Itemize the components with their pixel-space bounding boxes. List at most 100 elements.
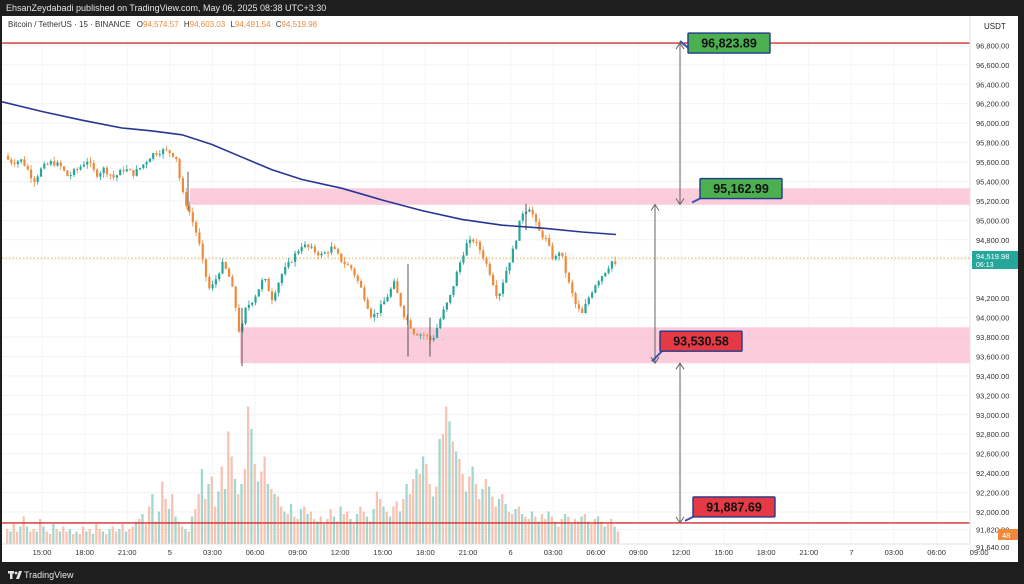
volume-bar xyxy=(124,531,128,544)
candle-body xyxy=(574,293,577,305)
time-axis[interactable] xyxy=(2,544,970,562)
volume-bar xyxy=(111,526,114,544)
candle-body xyxy=(132,169,135,176)
candle-body xyxy=(360,280,363,288)
grid xyxy=(2,42,980,548)
candle-body xyxy=(567,272,571,283)
candle-body xyxy=(402,305,406,318)
high-value: 94,603.03 xyxy=(190,20,226,29)
volume-bar xyxy=(553,521,557,544)
volume-bar xyxy=(227,431,230,544)
volume-bar xyxy=(39,519,42,544)
candle-body xyxy=(310,246,313,248)
candle-body xyxy=(393,281,396,289)
chart-panel[interactable]: 96,823.89 95,162.99 93,530.58 91,887.69 USD… xyxy=(1,16,1018,562)
publisher-text: EhsanZeydabadi published on TradingView.… xyxy=(6,3,327,13)
volume-bar xyxy=(210,476,213,544)
volume-bar xyxy=(128,529,131,544)
volume-bar xyxy=(567,516,570,544)
price-tick: 92,200.00 xyxy=(976,489,1009,498)
volume-bar xyxy=(603,526,606,544)
candle-body xyxy=(36,176,39,183)
candle-body xyxy=(270,291,274,301)
close-value: 94,519.98 xyxy=(282,20,318,29)
volume-bar xyxy=(161,481,164,544)
volume-bar xyxy=(187,531,190,544)
volume-bar xyxy=(445,406,448,544)
time-tick: 7 xyxy=(849,548,853,557)
volume-bar xyxy=(263,456,266,544)
price-tick: 94,200.00 xyxy=(976,294,1009,303)
candle-body xyxy=(155,153,158,155)
volume-bar xyxy=(164,499,167,544)
volume-bar xyxy=(313,519,316,544)
candle-body xyxy=(439,319,442,329)
volume-bar xyxy=(121,524,124,544)
upper-measure-arrow-head xyxy=(675,42,685,50)
candle-body xyxy=(284,266,287,275)
candle-body xyxy=(366,299,369,309)
volume-bar xyxy=(593,519,596,544)
price-chart[interactable]: 96,823.89 95,162.99 93,530.58 91,887.69 USD… xyxy=(1,16,1018,562)
candle-body xyxy=(313,246,316,253)
volume-bar xyxy=(596,516,600,544)
volume-bar xyxy=(398,511,402,544)
price-label-text: 91,887.69 xyxy=(706,500,762,514)
candle-body xyxy=(327,252,330,254)
candle-body xyxy=(432,337,435,340)
volume-bar xyxy=(610,519,613,544)
volume-bar xyxy=(200,469,204,544)
volume-bar xyxy=(438,439,441,544)
volume-bar xyxy=(306,514,309,544)
volume-bar xyxy=(540,514,544,544)
candle-body xyxy=(452,286,455,295)
candle-body xyxy=(33,178,36,183)
candle-body xyxy=(251,302,254,305)
candle-body xyxy=(495,285,498,296)
candle-body xyxy=(208,276,211,289)
volume-bar xyxy=(514,509,517,544)
candle-body xyxy=(158,154,161,156)
candle-body xyxy=(10,159,13,164)
volume-bar xyxy=(606,524,610,544)
candle-body xyxy=(228,268,231,277)
volume-bar xyxy=(412,479,415,544)
candle-body xyxy=(224,261,227,269)
volume-bar xyxy=(75,531,78,544)
volume-bar xyxy=(157,511,161,544)
candle-body xyxy=(544,237,547,239)
volume-bar xyxy=(309,511,313,544)
candle-body xyxy=(363,287,366,300)
volume-bar xyxy=(233,479,237,544)
price-axis[interactable] xyxy=(970,16,1018,562)
volume-bar xyxy=(52,524,55,544)
volume-bar xyxy=(600,521,603,544)
upper-measure-arrow-tail xyxy=(675,198,685,206)
candle-body xyxy=(26,165,29,170)
candle-body xyxy=(195,222,198,233)
volume-bar xyxy=(431,496,435,544)
candle-body xyxy=(53,161,56,166)
candle-body xyxy=(307,244,310,248)
volume-bar xyxy=(478,499,481,544)
price-tick: 93,800.00 xyxy=(976,333,1009,342)
candle-body xyxy=(171,153,175,157)
candle-body xyxy=(459,262,462,272)
volume-bar xyxy=(326,519,329,544)
price-tick: 93,600.00 xyxy=(976,352,1009,361)
candle-body xyxy=(505,270,508,283)
time-tick: 09:00 xyxy=(629,548,648,557)
price-tick: 96,200.00 xyxy=(976,100,1009,109)
volume-bar xyxy=(346,511,349,544)
volume-bar xyxy=(408,494,412,544)
volume-bar xyxy=(497,499,501,544)
candle-body xyxy=(369,308,373,318)
volume-bar xyxy=(349,519,352,544)
candle-body xyxy=(468,239,472,244)
price-tick: 91,820.00 xyxy=(976,525,1009,534)
volume-bar xyxy=(88,529,91,544)
candle-body xyxy=(234,286,237,308)
candle-body xyxy=(350,265,353,269)
volume-bar xyxy=(68,529,72,544)
candle-body xyxy=(597,281,600,286)
